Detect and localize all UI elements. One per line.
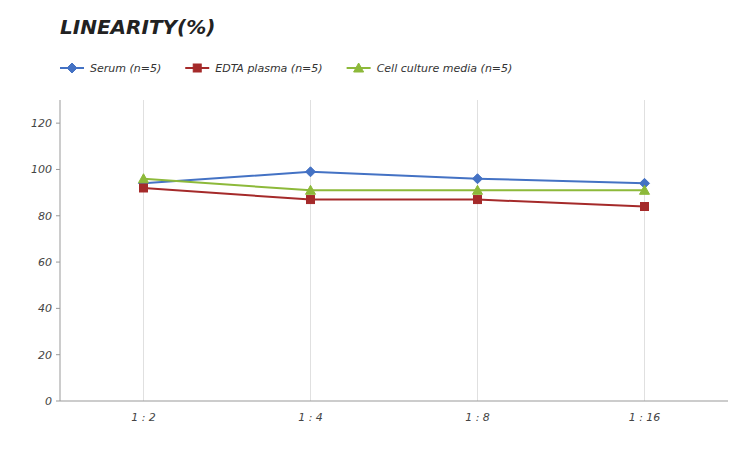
y-tick [56, 123, 60, 124]
y-tick [56, 308, 60, 309]
marker [139, 174, 149, 183]
legend-label: Cell culture media (n=5) [377, 62, 513, 75]
y-tick [56, 354, 60, 355]
grid-line-x [477, 100, 478, 401]
y-tick-label: 100 [31, 163, 52, 176]
background [0, 0, 752, 451]
title: LINEARITY(%) [60, 15, 215, 39]
y-tick [56, 262, 60, 263]
marker [641, 203, 649, 211]
marker [640, 185, 650, 194]
y-tick-label: 0 [45, 395, 52, 408]
marker [473, 174, 483, 184]
y-axis-line [60, 100, 61, 401]
legend-label: Serum (n=5) [90, 62, 161, 75]
y-tick-label: 60 [38, 256, 52, 269]
y-tick [56, 169, 60, 170]
marker [473, 185, 483, 194]
series-line [144, 172, 645, 184]
series [139, 174, 650, 195]
grid [144, 100, 645, 401]
x-tick-label: 1 : 4 [298, 411, 323, 424]
y-tick [56, 215, 60, 216]
legend-label: EDTA plasma (n=5) [215, 62, 322, 75]
y-tick-label: 80 [38, 210, 52, 223]
grid-line-x [143, 100, 144, 401]
y-tick-label: 120 [31, 117, 52, 130]
plot-area [139, 167, 650, 211]
legend: Serum (n=5) EDTA plasma (n=5) Cell culture… [60, 62, 512, 75]
grid-line-x [310, 100, 311, 401]
marker [474, 196, 482, 204]
chart-container: LINEARITY(%) 0 20 40 60 80 100 120 1 : 2 1 : 4 1 :… [0, 0, 752, 451]
grid-line-x [644, 100, 645, 401]
marker [306, 167, 316, 177]
x-tick-label: 1 : 16 [629, 411, 661, 424]
y-tick-label: 20 [38, 349, 52, 362]
legend-marker [193, 64, 201, 72]
y-tick [56, 401, 60, 402]
legend-marker [67, 63, 77, 73]
marker [307, 196, 315, 204]
axes: 0 20 40 60 80 100 120 1 : 2 1 : 4 1 : 8 1 : 16 [31, 100, 728, 424]
marker [140, 184, 148, 192]
series [139, 167, 650, 189]
x-axis-line [60, 401, 728, 402]
x-tick-label: 1 : 8 [465, 411, 490, 424]
series-line [144, 179, 645, 191]
chart: LINEARITY(%) 0 20 40 60 80 100 120 1 : 2 1 : 4 1 :… [0, 0, 752, 451]
series [140, 184, 649, 211]
marker [306, 185, 316, 194]
legend-marker [354, 63, 364, 72]
x-tick-label: 1 : 2 [131, 411, 156, 424]
y-tick-label: 40 [38, 302, 52, 315]
